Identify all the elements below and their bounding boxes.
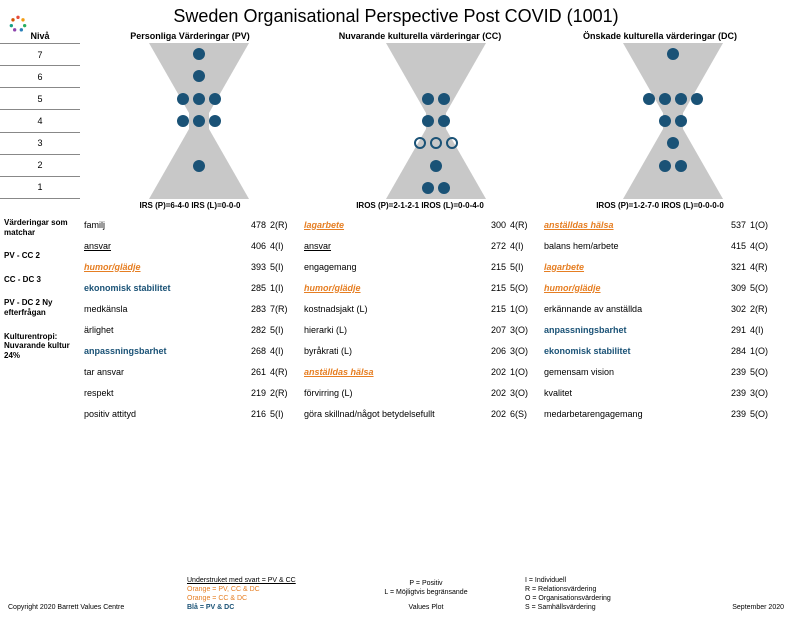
table-row: anpassningsbarhet2914(I) xyxy=(540,319,780,340)
table-row: göra skillnad/något betydelsefullt2026(S… xyxy=(300,403,540,424)
table-row: förvirring (L)2023(O) xyxy=(300,382,540,403)
side-matchar: Värderingar som matchar xyxy=(4,218,78,237)
irs-dc: IROS (P)=1-2-7-0 IROS (L)=0-0-0-0 xyxy=(540,201,780,210)
level-label: 2 xyxy=(0,155,80,177)
side-entropi: Kulturentropi: Nuvarande kultur 24% xyxy=(4,332,78,361)
hourglass-dc xyxy=(555,43,792,199)
header-dc: Önskade kulturella värderingar (DC) xyxy=(540,31,780,41)
legend-i: I = Individuell xyxy=(525,576,665,585)
data-col-cc: lagarbete3004(R)ansvar2724(I)engagemang2… xyxy=(300,214,540,424)
table-row: ekonomisk stabilitet2851(I) xyxy=(80,277,300,298)
legend-r: R = Relationsvärdering xyxy=(525,585,665,594)
irs-row: IRS (P)=6-4-0 IRS (L)=0-0-0 IROS (P)=2-1… xyxy=(0,201,792,210)
table-row: medarbetarengagemang2395(O) xyxy=(540,403,780,424)
level-label: 4 xyxy=(0,110,80,132)
data-col-pv: familj4782(R)ansvar4064(I)humor/glädje39… xyxy=(80,214,300,424)
legend-l: L = Möjligtvis begränsande xyxy=(346,588,506,597)
footer: Copyright 2020 Barrett Values Centre Und… xyxy=(0,576,792,612)
legend-pvdc: Blå = PV & DC xyxy=(187,603,327,612)
footer-copyright: Copyright 2020 Barrett Values Centre xyxy=(8,603,168,612)
side-labels: Värderingar som matchar PV - CC 2 CC - D… xyxy=(0,214,80,424)
table-row: respekt2192(R) xyxy=(80,382,300,403)
table-row: engagemang2155(I) xyxy=(300,256,540,277)
table-row: kvalitet2393(O) xyxy=(540,382,780,403)
main-table: Värderingar som matchar PV - CC 2 CC - D… xyxy=(0,214,792,424)
irs-pv: IRS (P)=6-4-0 IRS (L)=0-0-0 xyxy=(80,201,300,210)
legend-s: S = Samhällsvärdering xyxy=(525,603,665,612)
level-label: 7 xyxy=(0,43,80,66)
table-row: ansvar2724(I) xyxy=(300,235,540,256)
levels-block: 7654321 xyxy=(0,43,792,199)
table-row: medkänsla2837(R) xyxy=(80,298,300,319)
table-row: ärlighet2825(I) xyxy=(80,319,300,340)
footer-date: September 2020 xyxy=(684,603,784,612)
table-row: familj4782(R) xyxy=(80,214,300,235)
page-title: Sweden Organisational Perspective Post C… xyxy=(0,6,792,27)
logo-icon xyxy=(8,14,28,34)
irs-cc: IROS (P)=2-1-2-1 IROS (L)=0-0-4-0 xyxy=(300,201,540,210)
table-row: lagarbete3004(R) xyxy=(300,214,540,235)
table-row: humor/glädje2155(O) xyxy=(300,277,540,298)
legend-p: P = Positiv xyxy=(346,579,506,588)
level-label: 3 xyxy=(0,133,80,155)
legend-pvcc: Understruket med svart = PV & CC xyxy=(187,576,327,585)
level-label: 6 xyxy=(0,66,80,88)
table-row: erkännande av anställda3022(R) xyxy=(540,298,780,319)
table-row: lagarbete3214(R) xyxy=(540,256,780,277)
table-row: ansvar4064(I) xyxy=(80,235,300,256)
legend-all: Orange = PV, CC & DC xyxy=(187,585,327,594)
legend-o: O = Organisationsvärdering xyxy=(525,594,665,603)
side-ccdc: CC - DC 3 xyxy=(4,275,78,285)
level-label: 5 xyxy=(0,88,80,110)
column-headers: Nivå Personliga Värderingar (PV) Nuvaran… xyxy=(0,31,792,41)
table-row: kostnadsjakt (L)2151(O) xyxy=(300,298,540,319)
table-row: anpassningsbarhet2684(I) xyxy=(80,340,300,361)
legend-ccdc: Orange = CC & DC xyxy=(187,594,327,603)
data-col-dc: anställdas hälsa5371(O)balans hem/arbete… xyxy=(540,214,780,424)
side-pvdc: PV - DC 2 Ny efterfrågan xyxy=(4,298,78,317)
table-row: ekonomisk stabilitet2841(O) xyxy=(540,340,780,361)
table-row: hierarki (L)2073(O) xyxy=(300,319,540,340)
hourglass-cc xyxy=(317,43,554,199)
table-row: anställdas hälsa2021(O) xyxy=(300,361,540,382)
table-row: balans hem/arbete4154(O) xyxy=(540,235,780,256)
table-row: humor/glädje3095(O) xyxy=(540,277,780,298)
footer-values-plot: Values Plot xyxy=(346,603,506,612)
table-row: byråkrati (L)2063(O) xyxy=(300,340,540,361)
table-row: positiv attityd2165(I) xyxy=(80,403,300,424)
header-cc: Nuvarande kulturella värderingar (CC) xyxy=(300,31,540,41)
table-row: anställdas hälsa5371(O) xyxy=(540,214,780,235)
level-label: 1 xyxy=(0,177,80,199)
table-row: humor/glädje3935(I) xyxy=(80,256,300,277)
table-row: tar ansvar2614(R) xyxy=(80,361,300,382)
side-pvcc: PV - CC 2 xyxy=(4,251,78,261)
header-pv: Personliga Värderingar (PV) xyxy=(80,31,300,41)
table-row: gemensam vision2395(O) xyxy=(540,361,780,382)
hourglass-pv xyxy=(80,43,317,199)
